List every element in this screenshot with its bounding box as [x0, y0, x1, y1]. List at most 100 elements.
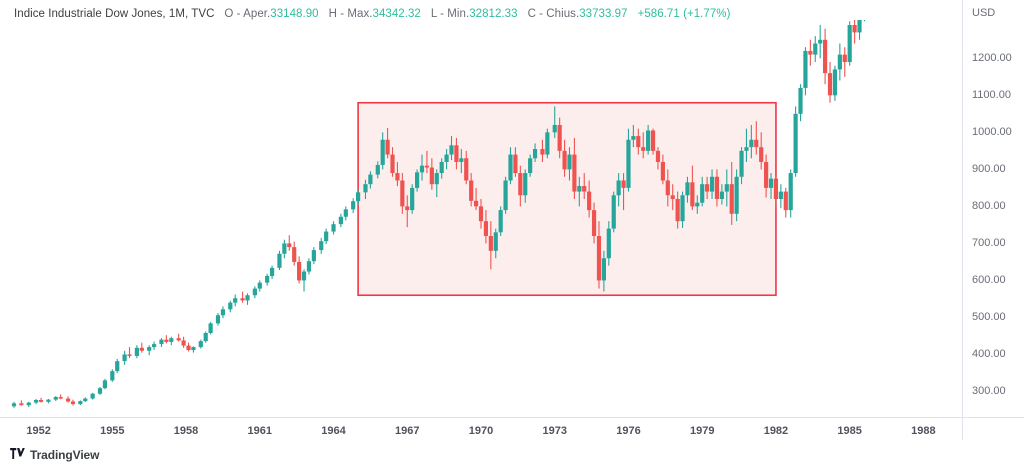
candle-body	[65, 398, 71, 402]
time-tick: 1964	[321, 425, 346, 437]
legend-symbol[interactable]: Indice Industriale Dow Jones, 1M, TVC	[14, 8, 215, 20]
legend-open-value: 33148.90	[270, 8, 319, 20]
candle-body	[852, 25, 857, 33]
legend-close-label: C - Chius.	[527, 8, 580, 20]
candle-body	[591, 210, 597, 237]
candle-body	[842, 54, 847, 63]
candle-body	[469, 180, 474, 201]
legend-close-value: 33733.97	[579, 8, 628, 20]
candle-body	[324, 231, 329, 242]
candle-body	[11, 403, 17, 407]
candle-body	[208, 323, 213, 333]
candle-body	[277, 253, 282, 268]
candle-body	[562, 150, 567, 170]
price-tick: 500.00	[972, 311, 1006, 324]
price-scale[interactable]: USD 1200.00 1100.00 1000.00 900.00 800.00 700…	[962, 0, 1024, 440]
candle-body	[454, 145, 459, 162]
candle-body	[198, 341, 203, 348]
price-tick: 700.00	[972, 237, 1006, 250]
time-tick: 1988	[911, 425, 936, 437]
candle-body	[783, 191, 788, 211]
candle-body	[245, 295, 250, 301]
candle-body	[478, 206, 484, 222]
candle-body	[110, 371, 115, 381]
candle-body	[127, 354, 132, 356]
price-tick: 1000.00	[972, 126, 1012, 139]
candle-body	[356, 192, 361, 202]
candle-body	[34, 400, 39, 403]
candle-body	[311, 250, 316, 262]
candle-body	[503, 180, 508, 211]
price-tick: 1100.00	[972, 89, 1011, 102]
candle-body	[611, 195, 616, 229]
candle-body	[252, 288, 257, 296]
time-tick: 1982	[763, 425, 789, 437]
candle-body	[572, 154, 577, 192]
candle-body	[90, 393, 95, 399]
candle-body	[700, 184, 705, 203]
candle-body	[269, 267, 275, 276]
candle-body	[847, 25, 852, 63]
candle-body	[297, 261, 302, 281]
candle-body	[540, 149, 545, 155]
candlestick-series	[11, 20, 865, 408]
candle-body	[26, 402, 31, 406]
candle-body	[292, 247, 297, 262]
chart-plot-area[interactable]	[0, 20, 962, 417]
candle-body	[169, 338, 174, 342]
candle-body	[97, 388, 103, 394]
candle-body	[857, 20, 862, 33]
candle-body	[832, 69, 838, 96]
chart-legend[interactable]: Indice Industriale Dow Jones, 1M, TVC O -…	[14, 7, 730, 21]
candle-body	[343, 209, 348, 217]
legend-change-value: +586.71 (+1.77%)	[637, 8, 731, 20]
candle-body	[38, 400, 44, 402]
time-tick: 1967	[395, 425, 420, 437]
candle-body	[641, 147, 646, 151]
candle-body	[306, 261, 312, 272]
candle-body	[139, 347, 144, 351]
candle-body	[665, 180, 670, 196]
candle-body	[265, 275, 270, 283]
candle-body	[203, 333, 208, 342]
candle-body	[363, 184, 368, 193]
candle-body	[215, 315, 221, 324]
candle-body	[301, 271, 307, 281]
candle-body	[690, 182, 695, 207]
candle-body	[410, 187, 415, 211]
time-scale[interactable]: 1952 1955 1958 1961 1964 1967 1970 1973 1976 1979…	[0, 417, 962, 444]
candle-body	[616, 180, 621, 196]
candle-body	[813, 43, 818, 55]
time-tick: 1952	[26, 425, 51, 437]
candle-body	[739, 150, 744, 177]
candle-body	[650, 130, 656, 151]
candle-body	[233, 298, 238, 303]
candle-body	[122, 354, 127, 362]
candle-body	[220, 309, 226, 316]
candle-body	[115, 361, 120, 372]
candle-body	[240, 298, 245, 301]
time-tick: 1961	[247, 425, 273, 437]
candle-body	[70, 401, 76, 405]
candle-body	[400, 180, 405, 207]
candle-body	[78, 401, 83, 405]
candle-body	[186, 345, 191, 351]
candle-body	[46, 399, 51, 402]
candle-body	[338, 216, 343, 225]
price-tick: 900.00	[972, 163, 1006, 176]
candle-body	[768, 178, 774, 188]
candle-body	[483, 221, 489, 237]
legend-low-label: L - Min.	[430, 8, 470, 20]
candle-body	[675, 198, 680, 222]
rectangle-1966-1982[interactable]	[357, 101, 777, 297]
candle-body	[788, 173, 793, 211]
candle-body	[734, 176, 739, 214]
candle-body	[257, 282, 262, 289]
candle-body	[660, 161, 665, 181]
candle-body	[444, 154, 449, 162]
candle-body	[434, 173, 439, 185]
candle-body	[449, 145, 454, 155]
candle-body	[19, 403, 24, 406]
candle-body	[58, 397, 63, 399]
